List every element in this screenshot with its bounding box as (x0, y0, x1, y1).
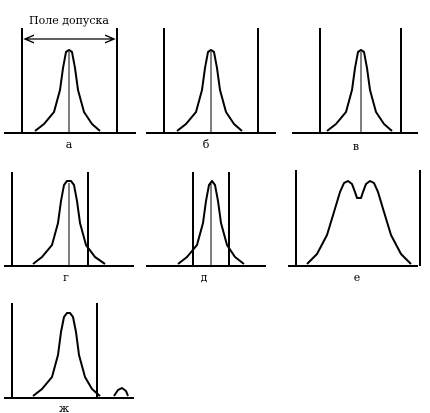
panel-d: д (146, 172, 266, 284)
distribution-curve (34, 49, 101, 132)
distribution-curve (176, 49, 243, 132)
tolerance-title: Поле допуска (29, 14, 109, 27)
panel-label: б (203, 138, 210, 151)
panel-label: г (63, 271, 69, 284)
panel-label: д (201, 271, 208, 284)
distribution-curve (32, 312, 101, 397)
double-peak-curve (306, 180, 412, 265)
outlier-bump (113, 387, 129, 397)
panel-v: в (292, 28, 418, 153)
panel-label: е (354, 271, 361, 284)
panel-label: а (66, 138, 73, 151)
panel-b: б (146, 28, 276, 151)
panel-a: а (4, 28, 136, 151)
panel-zh: ж (4, 303, 134, 413)
panel-label: в (353, 140, 359, 153)
distribution-curve (177, 180, 245, 265)
distribution-curve (32, 180, 106, 265)
panel-label: ж (59, 402, 69, 413)
panel-e: е (288, 170, 421, 284)
distribution-curve (326, 49, 393, 132)
panel-g: г (4, 172, 134, 284)
